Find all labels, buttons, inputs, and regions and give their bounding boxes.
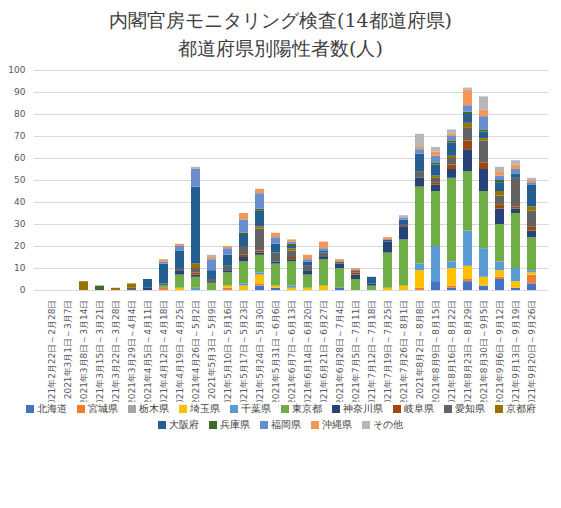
svg-text:2021年6月21日～6月27日: 2021年6月21日～6月27日	[319, 300, 329, 403]
html-text:兵庫県: 兵庫県	[220, 419, 250, 430]
svg-text:2021年7月5日～7月11日: 2021年7月5日～7月11日	[351, 300, 361, 403]
svg-text:80: 80	[14, 109, 26, 119]
svg-text:20: 20	[14, 241, 26, 251]
svg-text:2021年5月10日～5月16日: 2021年5月10日～5月16日	[223, 300, 233, 403]
svg-text:70: 70	[14, 131, 26, 141]
svg-text:30: 30	[14, 219, 26, 229]
svg-text:0: 0	[20, 285, 26, 295]
svg-text:100: 100	[8, 65, 25, 75]
html-text:福岡県: 福岡県	[271, 419, 301, 430]
svg-text:2021年4月19日～4月25日: 2021年4月19日～4月25日	[175, 300, 185, 403]
svg-text:60: 60	[14, 153, 26, 163]
svg-text:2021年3月15日～3月21日: 2021年3月15日～3月21日	[95, 300, 105, 403]
svg-text:2021年9月6日～9月12日: 2021年9月6日～9月12日	[495, 300, 505, 403]
svg-text:2021年5月24日～5月30日: 2021年5月24日～5月30日	[255, 300, 265, 403]
svg-text:2021年9月20日～9月26日: 2021年9月20日～9月26日	[527, 300, 537, 403]
svg-text:2021年8月2日～8月8日: 2021年8月2日～8月8日	[415, 300, 425, 400]
html-text:京都府: 京都府	[505, 403, 536, 414]
svg-text:2021年4月12日～4月18日: 2021年4月12日～4月18日	[159, 300, 169, 403]
html-text:岐阜県: 岐阜県	[403, 403, 434, 414]
svg-text:2021年3月29日～4月4日: 2021年3月29日～4月4日	[127, 300, 137, 403]
svg-text:2021年9月13日～9月19日: 2021年9月13日～9月19日	[511, 300, 521, 403]
svg-text:10: 10	[14, 263, 26, 273]
html-text:その他: その他	[373, 419, 403, 430]
html-text:内閣官房モニタリング検査(14都道府県): 内閣官房モニタリング検査(14都道府県)	[109, 9, 452, 31]
svg-text:2021年3月22日～3月28日: 2021年3月22日～3月28日	[111, 300, 121, 403]
svg-text:50: 50	[14, 175, 26, 185]
html-text:宮城県: 宮城県	[87, 403, 118, 414]
html-text:沖縄県: 沖縄県	[322, 419, 352, 430]
svg-text:2021年6月14日～6月20日: 2021年6月14日～6月20日	[303, 300, 313, 403]
html-text:愛知県: 愛知県	[454, 403, 485, 414]
html-text:千葉県: 千葉県	[240, 403, 271, 414]
html-text:大阪府: 大阪府	[169, 419, 199, 430]
html-text:都道府県別陽性者数(人): 都道府県別陽性者数(人)	[178, 37, 383, 59]
html-text:栃木県: 栃木県	[138, 403, 169, 414]
svg-text:2021年5月17日～5月23日: 2021年5月17日～5月23日	[239, 300, 249, 403]
svg-text:2021年4月5日～4月11日: 2021年4月5日～4月11日	[143, 300, 153, 403]
svg-text:2021年8月9日～8月15日: 2021年8月9日～8月15日	[431, 300, 441, 403]
svg-text:2021年8月23日～8月29日: 2021年8月23日～8月29日	[463, 300, 473, 403]
svg-text:2021年7月26日～8月1日: 2021年7月26日～8月1日	[399, 300, 409, 403]
html-text:埼玉県: 埼玉県	[189, 403, 220, 414]
svg-text:2021年5月31日～6月6日: 2021年5月31日～6月6日	[271, 300, 281, 403]
svg-text:2021年5月3日～5月9日: 2021年5月3日～5月9日	[207, 300, 217, 400]
html-text:東京都: 東京都	[291, 403, 322, 414]
svg-text:40: 40	[14, 197, 26, 207]
svg-text:2021年6月7日～6月13日: 2021年6月7日～6月13日	[287, 300, 297, 403]
svg-text:2021年7月12日～7月18日: 2021年7月12日～7月18日	[367, 300, 377, 403]
svg-text:2021年4月26日～5月2日: 2021年4月26日～5月2日	[191, 300, 201, 403]
html-text:北海道: 北海道	[36, 403, 67, 414]
svg-text:2021年3月8日～3月14日: 2021年3月8日～3月14日	[79, 300, 89, 403]
svg-text:2021年8月30日～9月5日: 2021年8月30日～9月5日	[479, 300, 489, 403]
svg-text:2021年3月1日～3月7日: 2021年3月1日～3月7日	[63, 300, 73, 400]
svg-text:2021年2月22日～2月28日: 2021年2月22日～2月28日	[47, 300, 57, 403]
svg-text:2021年6月28日～7月4日: 2021年6月28日～7月4日	[335, 300, 345, 403]
svg-text:2021年7月19日～7月25日: 2021年7月19日～7月25日	[383, 300, 393, 403]
html-text:神奈川県: 神奈川県	[342, 403, 383, 414]
svg-text:90: 90	[14, 87, 26, 97]
svg-text:2021年8月16日～8月22日: 2021年8月16日～8月22日	[447, 300, 457, 403]
